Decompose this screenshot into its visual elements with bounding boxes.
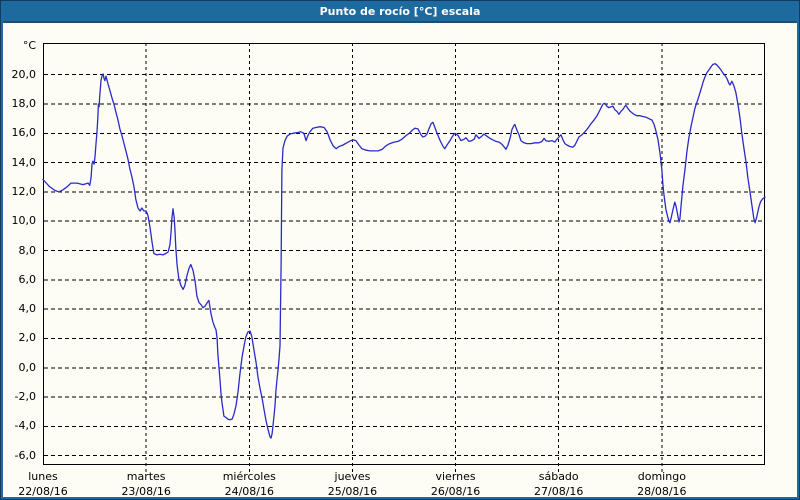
y-axis-tick-label: 8,0 <box>18 243 37 257</box>
x-axis-day-name: domingo <box>637 470 686 483</box>
y-axis-tick-label: 20,0 <box>11 67 37 81</box>
x-axis-day-date: 23/08/16 <box>121 485 171 498</box>
y-axis-unit-label: °C <box>22 39 36 52</box>
y-axis-tick-label: 0,0 <box>18 360 37 374</box>
x-axis-day-name: miércoles <box>222 470 276 483</box>
x-axis-day-date: 27/08/16 <box>534 485 584 498</box>
y-axis-tick-label: 2,0 <box>18 331 37 345</box>
y-axis-tick-label: -6,0 <box>14 448 36 462</box>
x-axis-day-name: martes <box>126 470 166 483</box>
y-axis-tick-label: 10,0 <box>11 214 37 228</box>
y-axis-tick-label: 6,0 <box>18 272 37 286</box>
x-axis-day-date: 22/08/16 <box>18 485 68 498</box>
dewpoint-line-chart <box>42 43 766 473</box>
x-axis-day-name: sábado <box>538 470 579 483</box>
y-axis-tick-label: -4,0 <box>14 419 36 433</box>
y-axis-tick-label: -2,0 <box>14 390 36 404</box>
dewpoint-series-line <box>42 63 766 439</box>
x-axis-day-date: 26/08/16 <box>430 485 481 498</box>
x-axis-day-name: lunes <box>28 470 58 483</box>
y-axis-tick-label: 14,0 <box>11 155 37 169</box>
x-axis-day-name: viernes <box>435 470 476 483</box>
window-title-bar: Punto de rocío [°C] escala <box>3 3 797 23</box>
window-title: Punto de rocío [°C] escala <box>319 5 481 18</box>
x-axis-day-date: 25/08/16 <box>327 485 378 498</box>
plot-frame <box>43 43 765 465</box>
y-axis-tick-label: 4,0 <box>18 302 37 316</box>
y-axis-tick-label: 16,0 <box>11 126 37 140</box>
y-axis-tick-label: 12,0 <box>11 184 37 198</box>
y-axis-tick-label: 18,0 <box>11 97 37 110</box>
x-axis-day-name: jueves <box>334 470 371 483</box>
x-axis-day-date: 28/08/16 <box>637 485 687 498</box>
x-axis-day-date: 24/08/16 <box>224 485 274 498</box>
